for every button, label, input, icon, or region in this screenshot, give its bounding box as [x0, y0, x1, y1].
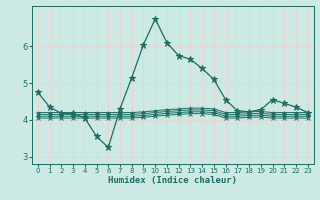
X-axis label: Humidex (Indice chaleur): Humidex (Indice chaleur)	[108, 176, 237, 185]
